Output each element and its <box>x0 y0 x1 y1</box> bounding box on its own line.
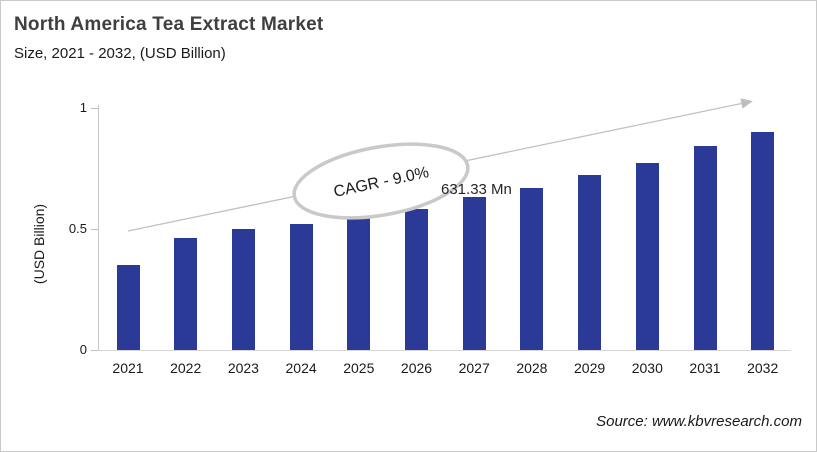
x-axis-label-2025: 2025 <box>343 360 375 376</box>
x-axis-label-2023: 2023 <box>227 360 259 376</box>
cagr-ellipse <box>292 142 470 220</box>
bar-2025 <box>347 216 371 350</box>
bar-2022 <box>174 238 198 350</box>
x-axis-label-2022: 2022 <box>170 360 202 376</box>
y-tick-mark-0 <box>91 350 98 351</box>
bar-2029 <box>578 175 602 350</box>
x-axis-label-2024: 2024 <box>285 360 317 376</box>
chart-title: North America Tea Extract Market <box>14 14 324 35</box>
bar-2030 <box>635 163 659 350</box>
data-label-2027: 631.33 Mn <box>441 181 512 198</box>
y-tick-label-0: 0 <box>79 342 87 357</box>
x-axis-label-2021: 2021 <box>112 360 144 376</box>
x-axis-label-2027: 2027 <box>458 360 490 376</box>
bar-2032 <box>751 131 775 350</box>
bar-2021 <box>116 265 140 350</box>
x-axis-label-2029: 2029 <box>574 360 606 376</box>
y-axis-line <box>98 105 99 350</box>
bar-2028 <box>520 187 544 350</box>
y-tick-label-0.5: 0.5 <box>68 220 87 236</box>
bar-2026 <box>405 209 428 350</box>
x-axis-label-2031: 2031 <box>689 360 721 376</box>
x-axis-line <box>98 350 791 351</box>
y-tick-mark-0.5 <box>91 228 98 230</box>
chart-subtitle: Size, 2021 - 2032, (USD Billion) <box>14 45 226 62</box>
source-note: Source: www.kbvresearch.com <box>596 413 802 430</box>
y-tick-mark-1 <box>91 107 98 109</box>
x-axis-label-2028: 2028 <box>516 360 548 376</box>
x-axis-label-2026: 2026 <box>400 360 433 376</box>
bar-2031 <box>693 146 717 350</box>
x-axis-label-2030: 2030 <box>631 360 663 376</box>
bar-2024 <box>289 223 313 350</box>
bar-2027 <box>462 197 486 350</box>
bar-2023 <box>231 228 255 350</box>
x-axis-label-2032: 2032 <box>747 360 779 376</box>
y-tick-label-1: 1 <box>79 99 87 115</box>
